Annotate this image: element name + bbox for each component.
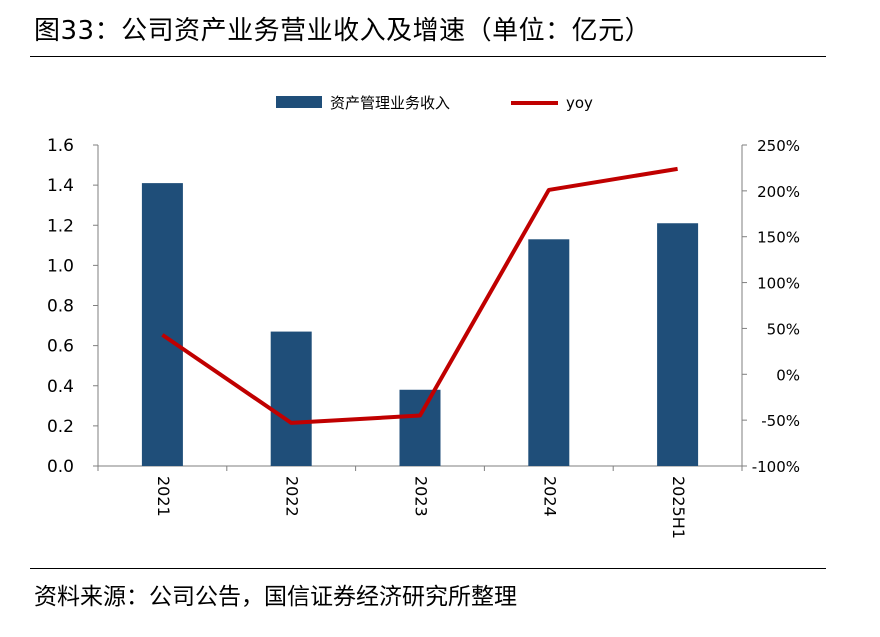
y-left-tick-label: 0.6 [47,337,74,357]
bar [399,389,441,466]
y-right-tick-label: 100% [757,275,800,293]
y-left-tick-label: 1.2 [47,216,74,236]
x-tick-label: 2024 [540,476,559,517]
y-right-tick-label: 150% [757,229,800,247]
yoy-line [161,166,678,425]
y-left-tick-label: 1.0 [47,256,74,276]
legend-label-bar: 资产管理业务收入 [330,94,450,112]
source-note: 资料来源：公司公告，国信证券经济研究所整理 [34,584,517,610]
y-right-tick-label: 250% [757,137,800,155]
x-tick-label: 2023 [412,476,431,517]
y-right-tick-label: 0% [776,366,800,384]
y-left-tick-label: 0.8 [47,297,74,317]
figure-title: 图33：公司资产业务营业收入及增速（单位：亿元） [34,16,652,46]
y-left-tick-label: 1.6 [47,136,74,156]
y-left-tick-label: 1.4 [47,176,74,196]
bar [141,183,183,466]
bar [528,239,570,466]
legend: 资产管理业务收入 yoy [276,94,593,112]
y-left-tick-label: 0.2 [47,417,74,437]
x-tick-label: 2021 [154,476,173,517]
bottom-rule [30,568,826,569]
y-right-tick-label: 50% [767,320,800,338]
y-right-tick-label: -50% [761,412,800,430]
y-left-tick-label: 0.0 [47,457,74,477]
x-tick-label: 2022 [283,476,302,517]
legend-swatch-bar [276,96,322,108]
y-left-tick-label: 0.4 [47,377,74,397]
bar [270,331,312,466]
x-tick-label: 2025H1 [669,476,688,539]
y-right-tick-label: -100% [752,458,800,476]
top-rule [30,56,826,57]
legend-label-line: yoy [566,94,593,112]
bar [657,223,699,466]
y-right-tick-label: 200% [757,183,800,201]
